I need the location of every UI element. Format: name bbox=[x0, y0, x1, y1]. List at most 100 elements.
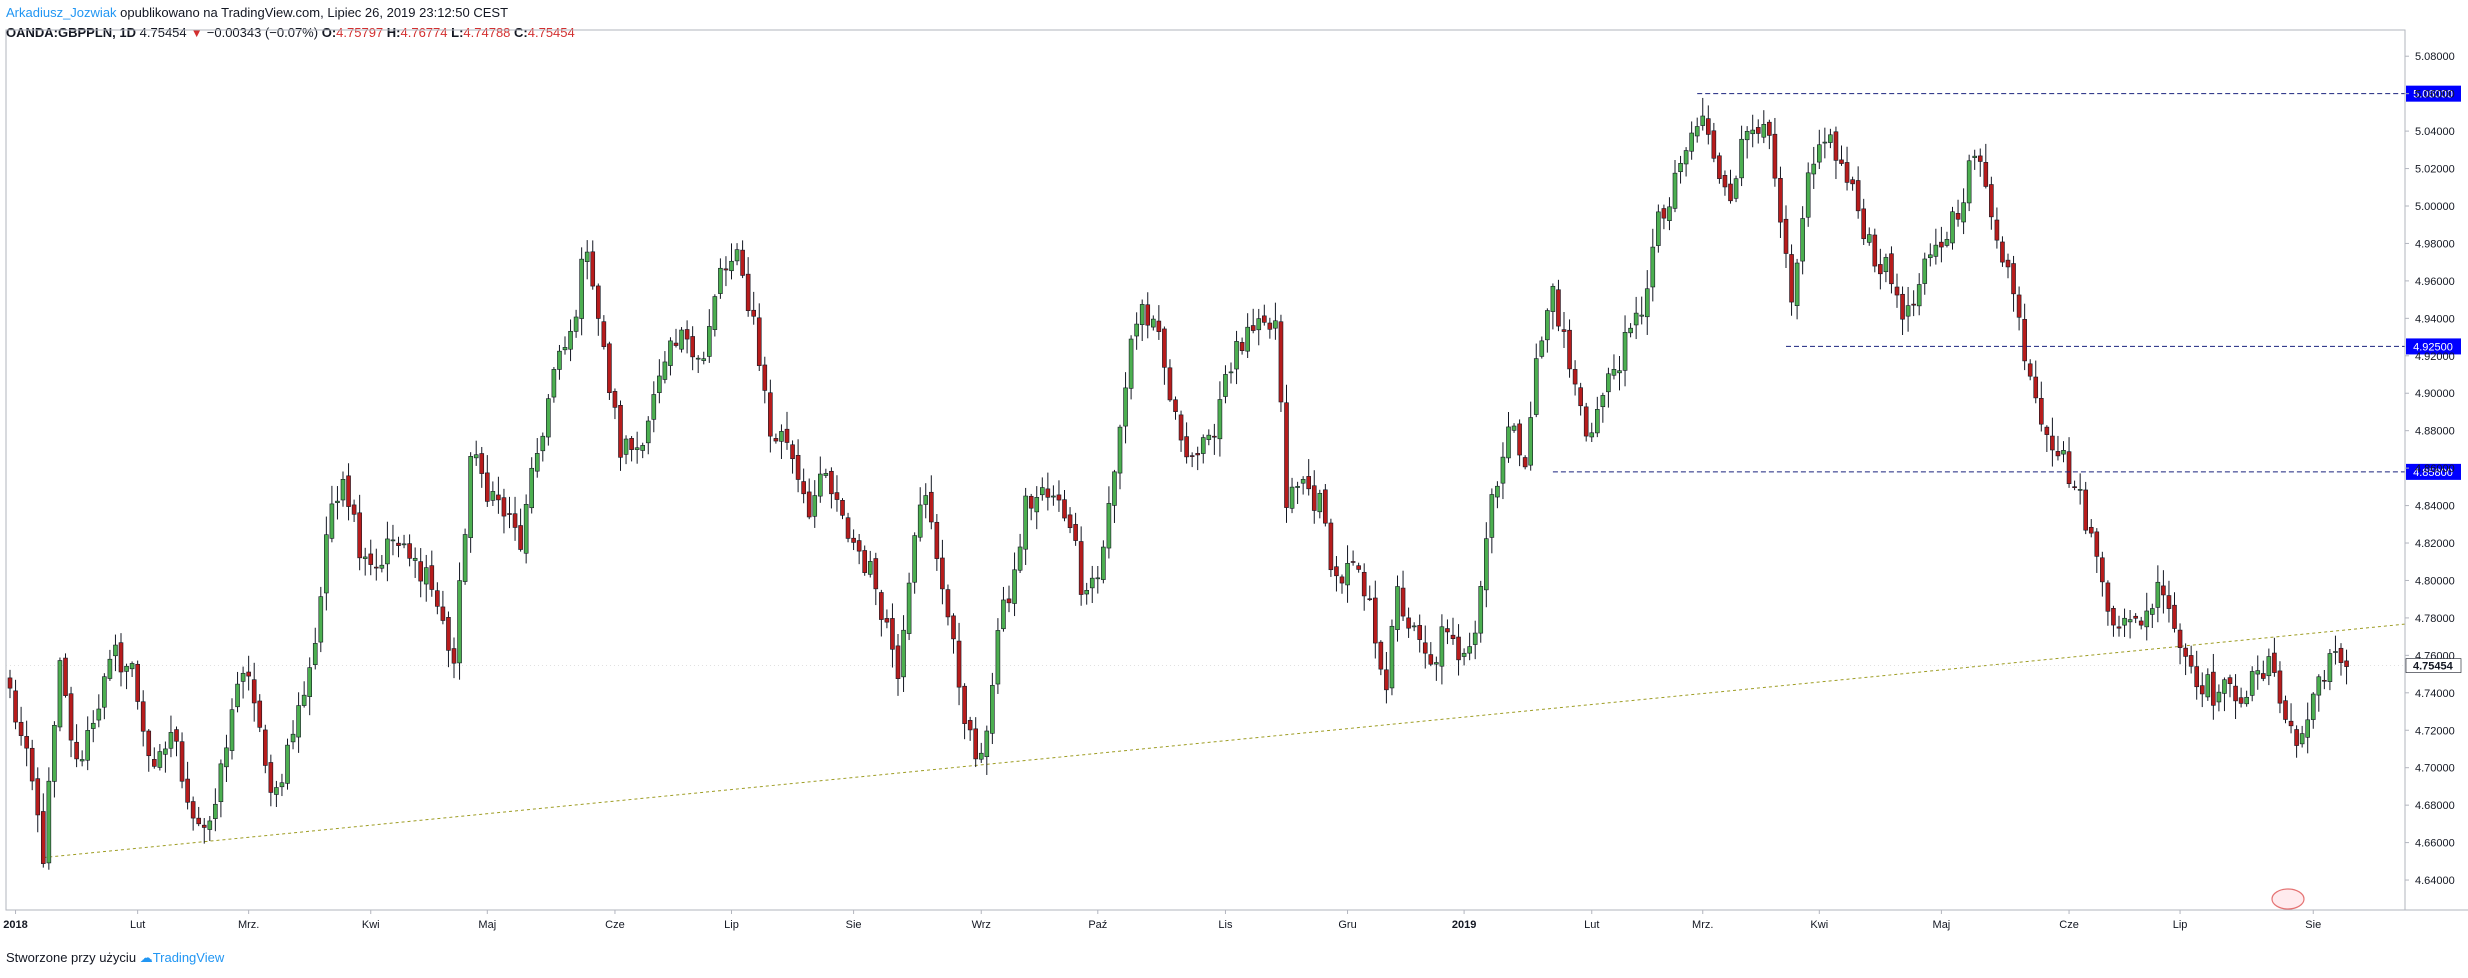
candle-body bbox=[90, 722, 96, 729]
candle-body bbox=[351, 504, 357, 515]
candle-body bbox=[146, 730, 152, 757]
candle-body bbox=[668, 340, 673, 366]
tradingview-link[interactable]: TradingView bbox=[152, 950, 225, 965]
candle-body bbox=[1983, 162, 1989, 187]
candle-body bbox=[2338, 647, 2344, 663]
y-tick-label: 4.90000 bbox=[2415, 388, 2455, 400]
candle-body bbox=[679, 329, 684, 350]
candle-body bbox=[773, 438, 779, 442]
chart-header: Arkadiusz_Jozwiak opublikowano na Tradin… bbox=[6, 3, 575, 43]
candle-body bbox=[1200, 437, 1206, 454]
candle-body bbox=[1606, 373, 1611, 393]
candle-body bbox=[595, 285, 601, 319]
candle-body bbox=[2094, 531, 2100, 557]
candle-body bbox=[1217, 399, 1223, 440]
candle-body bbox=[590, 251, 596, 287]
candle-body bbox=[1273, 320, 1278, 329]
candle-body bbox=[2238, 697, 2244, 704]
candle-body bbox=[179, 741, 185, 782]
candle-body bbox=[18, 721, 24, 736]
candle-body bbox=[1667, 206, 1672, 221]
candle-body bbox=[618, 405, 623, 458]
candle-body bbox=[734, 249, 740, 262]
author-link[interactable]: Arkadiusz_Jozwiak bbox=[6, 5, 117, 20]
candle-body bbox=[1972, 155, 1977, 158]
candle-body bbox=[2216, 691, 2222, 703]
candle-body bbox=[1040, 487, 1045, 496]
candle-body bbox=[612, 391, 618, 408]
candle-body bbox=[1289, 486, 1295, 509]
candle-body bbox=[1722, 175, 1728, 188]
candle-body bbox=[296, 705, 301, 738]
candle-body bbox=[1023, 495, 1028, 550]
candle-body bbox=[1173, 399, 1178, 412]
candle-body bbox=[190, 801, 196, 819]
candle-body bbox=[346, 475, 351, 507]
candle-body bbox=[1961, 202, 1966, 223]
candle-body bbox=[1389, 625, 1395, 689]
candle-body bbox=[745, 273, 751, 311]
candle-body bbox=[584, 251, 590, 262]
candle-body bbox=[884, 618, 890, 623]
candle-body bbox=[768, 392, 773, 437]
candle-body bbox=[1056, 494, 1062, 501]
candle-body bbox=[523, 503, 529, 554]
candle-body bbox=[1323, 489, 1328, 524]
level-price-label: 4.85800 bbox=[2413, 467, 2453, 479]
candle-body bbox=[1572, 369, 1578, 385]
candle-body bbox=[1567, 329, 1572, 370]
candle-body bbox=[1306, 476, 1311, 490]
published-info: opublikowano na TradingView.com, Lipiec … bbox=[120, 5, 509, 20]
y-tick-label: 5.04000 bbox=[2415, 126, 2455, 138]
candle-body bbox=[1528, 417, 1533, 466]
candle-body bbox=[2249, 671, 2255, 696]
candle-body bbox=[496, 494, 501, 501]
candle-body bbox=[262, 729, 268, 766]
candle-body bbox=[285, 744, 290, 784]
candle-body bbox=[2161, 585, 2166, 596]
candle-body bbox=[1933, 244, 1939, 257]
candle-body bbox=[690, 336, 695, 358]
candle-body bbox=[801, 481, 806, 495]
candle-body bbox=[1517, 423, 1522, 456]
current-price-badge bbox=[2405, 658, 2462, 673]
x-tick-label: Lut bbox=[130, 919, 145, 931]
y-tick-label: 4.88000 bbox=[2415, 426, 2455, 438]
candle-body bbox=[1539, 340, 1545, 357]
candle-body bbox=[2077, 489, 2083, 491]
candle-body bbox=[817, 473, 823, 497]
candle-body bbox=[879, 592, 884, 620]
candle-body bbox=[2316, 676, 2322, 696]
candle-body bbox=[1556, 289, 1561, 327]
candle-body bbox=[2127, 619, 2133, 623]
candle-body bbox=[1051, 495, 1056, 498]
ascending-trendline[interactable] bbox=[43, 623, 2406, 859]
candle-body bbox=[1911, 303, 1916, 306]
candle-body bbox=[601, 321, 607, 347]
candle-body bbox=[1689, 132, 1694, 152]
candle-body bbox=[157, 751, 163, 768]
candle-body bbox=[2111, 608, 2116, 626]
candle-body bbox=[1384, 669, 1389, 691]
candle-body bbox=[1400, 587, 1406, 617]
candle-body bbox=[1511, 425, 1517, 431]
candle-body bbox=[1644, 288, 1650, 318]
low-value: 4.74788 bbox=[463, 25, 511, 40]
down-arrow-icon: ▼ bbox=[190, 25, 204, 40]
candle-body bbox=[324, 534, 329, 594]
candle-body bbox=[2061, 450, 2066, 455]
candle-body bbox=[2194, 666, 2199, 688]
candle-body bbox=[1106, 503, 1112, 549]
candle-body bbox=[2005, 259, 2011, 268]
candle-body bbox=[235, 683, 240, 708]
candle-body bbox=[695, 357, 701, 360]
candle-body bbox=[201, 824, 207, 828]
candle-body bbox=[1706, 118, 1711, 135]
candle-body bbox=[1595, 409, 1600, 434]
level-price-badge bbox=[2406, 463, 2461, 480]
candle-body bbox=[1672, 172, 1678, 209]
candle-body bbox=[2266, 656, 2272, 677]
candle-body bbox=[1789, 254, 1794, 303]
candle-body bbox=[2222, 679, 2227, 694]
